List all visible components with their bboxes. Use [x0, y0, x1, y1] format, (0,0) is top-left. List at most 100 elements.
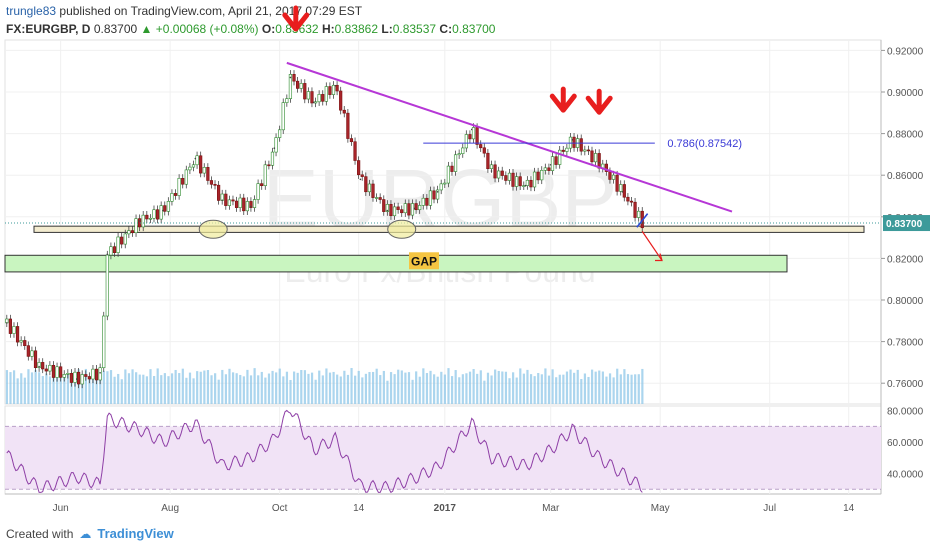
volume-bar [235, 373, 238, 404]
candle-body [112, 246, 117, 253]
last-price: 0.83700 [93, 22, 138, 36]
downtrend-line[interactable] [286, 61, 733, 213]
volume-bar [113, 376, 116, 404]
volume-bar [440, 371, 443, 404]
volume-bar [634, 374, 637, 404]
volume-bar [321, 375, 324, 404]
time-tick-label: Oct [272, 503, 288, 514]
volume-bar [343, 370, 346, 404]
volume-bar [48, 376, 52, 404]
close-label: C: [439, 22, 453, 36]
candle-body [475, 127, 479, 145]
price-point [598, 161, 600, 164]
candle-body [418, 205, 422, 211]
volume-bar [178, 373, 181, 404]
candle-body [342, 109, 346, 114]
candle-body [209, 180, 214, 185]
support-touch-ellipse[interactable] [198, 219, 228, 239]
candle-body [26, 345, 30, 357]
price-point [413, 207, 416, 210]
volume-bar [494, 369, 497, 404]
volume-bar [203, 370, 206, 404]
candle-body [66, 373, 70, 375]
volume-bar [547, 375, 551, 404]
top-arrow-1-icon[interactable] [282, 5, 310, 32]
candle-body [195, 155, 199, 166]
candle-body [80, 374, 84, 385]
volume-bar [418, 376, 421, 404]
volume-bar [512, 372, 515, 404]
candle-body [504, 175, 508, 181]
volume-bar [357, 370, 360, 404]
candle-body [374, 197, 379, 199]
candle-body [611, 174, 616, 180]
last-price-label: 0.83700 [886, 219, 923, 230]
time-tick-label: 14 [843, 503, 855, 514]
tradingview-brand[interactable]: TradingView [97, 526, 174, 541]
support-zone[interactable] [33, 225, 865, 233]
volume-bar [389, 372, 393, 404]
candle-body [166, 201, 170, 212]
candle-body [44, 368, 48, 372]
candle-body [73, 371, 77, 383]
candle-body [191, 164, 196, 168]
volume-bar [59, 368, 62, 404]
volume-bar [407, 372, 411, 404]
ohlc-line: FX:EURGBP, D 0.83700 ▲ +0.00068 (+0.08%)… [6, 22, 495, 36]
candle-body [263, 164, 267, 186]
candle-body [543, 167, 547, 171]
volume-bar [522, 373, 525, 404]
author-name[interactable]: trungle83 [6, 4, 57, 18]
volume-bar [468, 371, 472, 404]
price-point [221, 199, 224, 201]
volume-bar [242, 376, 245, 404]
tradingview-logo-icon: ☁ [79, 526, 92, 541]
volume-bar [504, 371, 508, 404]
top-arrow-3-icon[interactable] [585, 88, 613, 115]
volume-bar [181, 368, 184, 404]
candle-body [328, 86, 332, 95]
time-tick-label: May [651, 503, 670, 514]
volume-bar [436, 376, 439, 404]
volume-bar [422, 368, 425, 404]
candle-body [518, 176, 522, 187]
support-touch-ellipse[interactable] [387, 219, 417, 239]
candle-body [407, 203, 411, 216]
candle-body [604, 163, 608, 172]
price-point [490, 170, 493, 172]
price-tick-label: 0.92000 [887, 46, 924, 57]
volume-bar [558, 374, 561, 404]
candle-body [357, 160, 361, 176]
volume-bar [350, 368, 353, 404]
volume-bar [192, 378, 195, 404]
candle-body [615, 174, 619, 192]
candle-body [181, 178, 185, 185]
candle-body [497, 170, 501, 179]
volume-bar [278, 368, 281, 404]
price-point [138, 220, 141, 222]
candle-body [270, 151, 275, 166]
candle-body [98, 367, 102, 381]
volume-bar [598, 370, 601, 404]
volume-bar [476, 373, 479, 404]
rsi-tick-label: 60.0000 [887, 438, 924, 449]
projection-arrow-line[interactable] [641, 231, 663, 261]
top-arrow-2-icon[interactable] [549, 86, 577, 113]
blue-pullback-stroke[interactable] [636, 213, 649, 228]
candle-body [525, 179, 529, 186]
volume-bar [300, 369, 303, 404]
volume-bar [70, 374, 73, 404]
price-point [162, 209, 164, 212]
volume-bar [526, 369, 529, 404]
candle-body [109, 246, 113, 256]
gap-zone[interactable] [4, 254, 788, 273]
volume-bar [285, 371, 289, 404]
volume-bar [185, 377, 188, 404]
volume-bar [630, 374, 633, 404]
volume-bar [30, 372, 34, 404]
candle-body [558, 149, 562, 165]
price-tick-label: 0.78000 [887, 338, 924, 349]
candle-body [188, 166, 192, 171]
candle-body [493, 164, 497, 179]
